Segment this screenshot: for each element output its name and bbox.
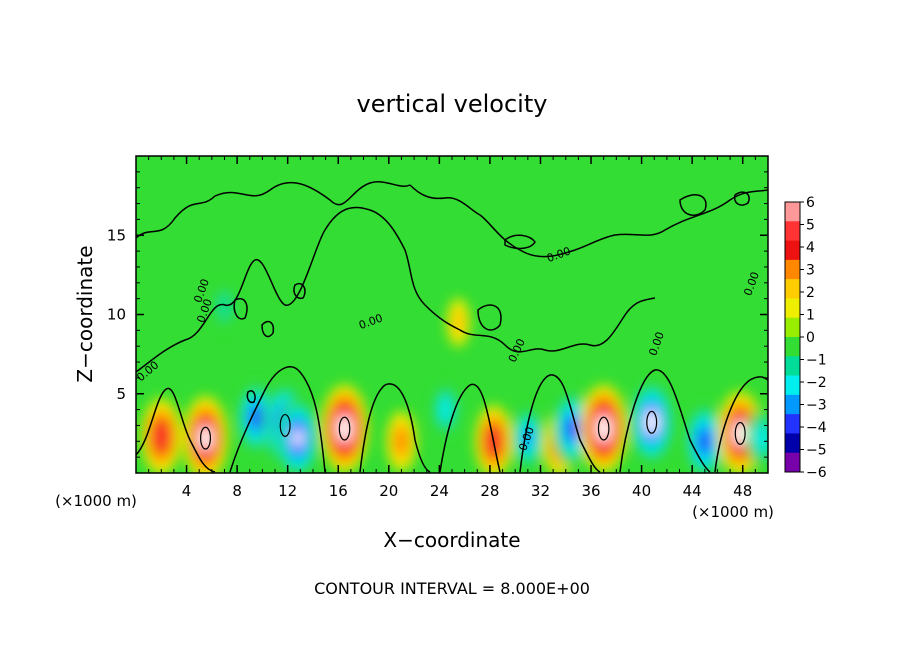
- x-axis: 4 8 12 16 20 24 28 32 36 40 44 48: [148, 156, 756, 500]
- contour-lines: [136, 181, 768, 473]
- velocity-cell: [522, 427, 534, 449]
- velocity-cell: [439, 397, 452, 422]
- colorbar-label: −4: [806, 420, 827, 436]
- x-axis-label: X−coordinate: [383, 528, 520, 552]
- colorbar-swatch: [785, 375, 800, 396]
- x-tick-label: 28: [480, 482, 499, 500]
- velocity-core: [645, 409, 659, 435]
- contour-line: [233, 298, 248, 320]
- colorbar-label: 6: [806, 195, 815, 211]
- velocity-cell: [217, 292, 232, 321]
- x-tick-label: 24: [430, 482, 449, 500]
- contour-line: [679, 194, 707, 216]
- colorbar-label: 3: [806, 263, 815, 279]
- colorbar-label: −2: [806, 375, 827, 391]
- velocity-cell: [699, 430, 711, 452]
- y-axis-label: Z−coordinate: [73, 245, 97, 382]
- x-tick-label: 8: [232, 482, 242, 500]
- y-tick-label: 15: [107, 226, 126, 244]
- contour-line: [136, 181, 411, 239]
- contour-line: [409, 184, 768, 258]
- contour-line: [504, 234, 536, 250]
- contour-line: [246, 390, 256, 404]
- colorbar-label: 4: [806, 240, 815, 256]
- contour-line: [136, 387, 216, 473]
- extreme-contour: [200, 426, 212, 450]
- x-tick-label: 48: [733, 482, 752, 500]
- colorbar-swatch: [785, 259, 800, 280]
- extreme-contour: [279, 413, 291, 437]
- extreme-contour: [734, 421, 746, 445]
- y-tick-label: 10: [107, 306, 126, 324]
- velocity-cell: [451, 308, 466, 337]
- colorbar-swatch: [785, 317, 800, 338]
- colorbar-label: 5: [806, 218, 815, 234]
- x-tick-label: 12: [278, 482, 297, 500]
- colorbar-swatch: [785, 433, 800, 454]
- velocity-cell: [755, 425, 768, 452]
- contour-line: [261, 320, 275, 338]
- colorbar-label: −6: [806, 465, 827, 481]
- colorbar-label: −1: [806, 353, 827, 369]
- contour-line: [477, 304, 502, 331]
- colorbar-swatch: [785, 221, 800, 241]
- colorbar-label: −5: [806, 443, 827, 459]
- contour-line: [136, 206, 371, 373]
- contour-interval-note: CONTOUR INTERVAL = 8.000E+00: [314, 579, 590, 598]
- x-unit-right: (×1000 m): [692, 503, 774, 521]
- contour-line: [293, 283, 306, 300]
- extreme-contour: [646, 410, 658, 434]
- colorbar-label: 2: [806, 285, 815, 301]
- colorbar-swatch: [785, 394, 800, 415]
- colorbar-swatch: [785, 337, 800, 357]
- y-axis: 5 10 15: [107, 171, 768, 458]
- contour-line: [369, 209, 656, 353]
- velocity-core: [337, 415, 352, 442]
- velocity-core: [733, 420, 747, 446]
- x-unit-left: (×1000 m): [55, 492, 137, 510]
- contour-line: [714, 376, 768, 473]
- contour-line: [229, 366, 326, 473]
- contour-line: [519, 374, 601, 473]
- x-tick-label: 20: [379, 482, 398, 500]
- colorbar-swatch: [785, 279, 800, 299]
- velocity-cell: [155, 426, 167, 447]
- colorbar-swatch: [785, 202, 800, 222]
- x-tick-label: 32: [531, 482, 550, 500]
- contour-line: [359, 383, 431, 473]
- velocity-core: [198, 425, 213, 451]
- extreme-contour: [597, 416, 610, 441]
- x-tick-label: 40: [632, 482, 651, 500]
- contour-line: [733, 191, 750, 206]
- velocity-cell: [292, 428, 303, 448]
- x-tick-label: 36: [581, 482, 600, 500]
- colorbar-swatch: [785, 356, 800, 376]
- colorbar-swatch: [785, 240, 800, 261]
- extreme-contour: [338, 416, 351, 441]
- contour-line: [439, 383, 501, 473]
- colorbar-swatch: [785, 452, 800, 473]
- colorbar-swatch: [785, 414, 800, 434]
- velocity-cell: [394, 428, 408, 455]
- x-tick-label: 44: [683, 482, 702, 500]
- colorbar-label: 1: [806, 308, 815, 324]
- colorbar-label: −3: [806, 398, 827, 414]
- colorbar: 6 5 4 3 2 1 0 −1 −2 −3 −4 −5 −6: [784, 195, 827, 481]
- contour-line: [619, 369, 711, 473]
- x-tick-label: 4: [182, 482, 192, 500]
- y-tick-label: 5: [116, 385, 126, 403]
- extreme-contours: [200, 410, 746, 450]
- velocity-core: [596, 415, 611, 442]
- x-tick-label: 16: [329, 482, 348, 500]
- colorbar-swatch: [785, 298, 800, 319]
- chart-title: vertical velocity: [357, 90, 548, 118]
- plot-area: 0.000.000.000.000.000.000.000.000.00: [135, 155, 769, 474]
- colorbar-label: 0: [806, 330, 815, 346]
